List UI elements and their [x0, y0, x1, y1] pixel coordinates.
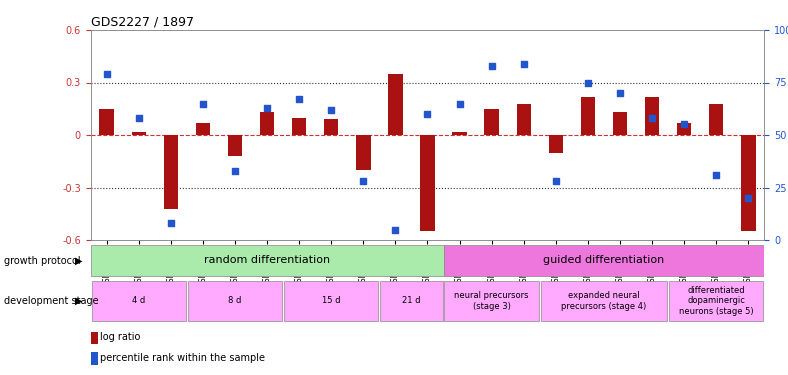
Bar: [388, 74, 403, 135]
Bar: [581, 96, 595, 135]
Point: [325, 107, 337, 113]
Text: expanded neural
precursors (stage 4): expanded neural precursors (stage 4): [561, 291, 647, 310]
Point: [132, 115, 145, 121]
Point: [485, 63, 498, 69]
Point: [646, 115, 659, 121]
Bar: [99, 109, 114, 135]
Text: growth protocol: growth protocol: [4, 256, 80, 266]
Bar: [420, 135, 435, 231]
Point: [710, 172, 723, 178]
Text: 4 d: 4 d: [132, 296, 145, 305]
Text: 21 d: 21 d: [402, 296, 421, 305]
Bar: [228, 135, 242, 156]
Bar: [91, 281, 186, 321]
Point: [678, 122, 690, 128]
Text: guided differentiation: guided differentiation: [543, 255, 664, 265]
Bar: [516, 104, 531, 135]
Text: 8 d: 8 d: [229, 296, 242, 305]
Point: [357, 178, 370, 184]
Bar: [381, 281, 443, 321]
Bar: [91, 246, 444, 276]
Bar: [324, 119, 339, 135]
Bar: [444, 281, 539, 321]
Point: [196, 100, 209, 106]
Bar: [669, 281, 764, 321]
Bar: [356, 135, 370, 170]
Point: [518, 61, 530, 67]
Bar: [677, 123, 691, 135]
Point: [582, 80, 594, 86]
Text: differentiated
dopaminergic
neurons (stage 5): differentiated dopaminergic neurons (sta…: [679, 286, 753, 316]
Bar: [485, 109, 499, 135]
Text: ▶: ▶: [75, 256, 83, 266]
Point: [549, 178, 562, 184]
Text: random differentiation: random differentiation: [204, 255, 330, 265]
Bar: [292, 117, 307, 135]
Text: GDS2227 / 1897: GDS2227 / 1897: [91, 16, 194, 29]
Text: ▶: ▶: [75, 296, 83, 306]
Text: log ratio: log ratio: [101, 333, 141, 342]
Point: [293, 96, 306, 102]
Text: 15 d: 15 d: [322, 296, 340, 305]
Bar: [132, 132, 146, 135]
Point: [261, 105, 273, 111]
Bar: [541, 281, 667, 321]
Bar: [613, 112, 627, 135]
Bar: [91, 332, 98, 344]
Bar: [188, 281, 282, 321]
Point: [742, 195, 755, 201]
Bar: [284, 281, 378, 321]
Text: neural precursors
(stage 3): neural precursors (stage 3): [455, 291, 529, 310]
Bar: [195, 123, 210, 135]
Point: [421, 111, 433, 117]
Bar: [164, 135, 178, 209]
Bar: [709, 104, 723, 135]
Point: [100, 71, 113, 77]
Bar: [548, 135, 563, 153]
Bar: [260, 112, 274, 135]
Bar: [741, 135, 756, 231]
Text: development stage: development stage: [4, 296, 98, 306]
Bar: [452, 132, 466, 135]
Point: [229, 168, 241, 174]
Point: [165, 220, 177, 226]
Bar: [91, 352, 98, 364]
Bar: [444, 246, 764, 276]
Text: percentile rank within the sample: percentile rank within the sample: [101, 353, 266, 363]
Point: [614, 90, 626, 96]
Point: [453, 100, 466, 106]
Point: [389, 226, 402, 232]
Bar: [645, 96, 660, 135]
